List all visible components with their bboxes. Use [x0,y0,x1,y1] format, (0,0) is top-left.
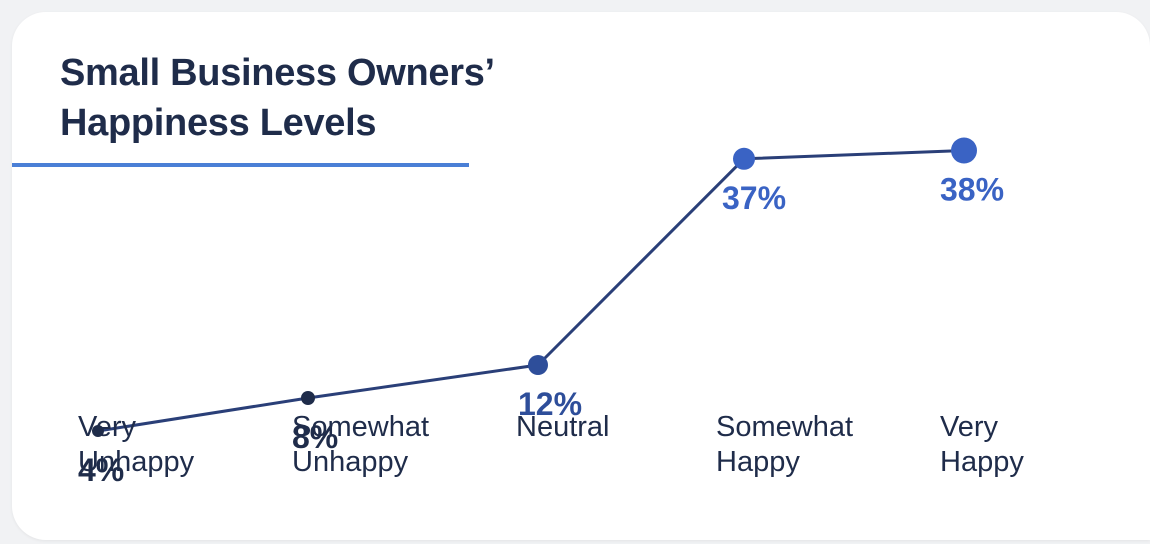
data-label: 37% [722,180,786,216]
chart-title-line-1: Small Business Owners’ [60,52,495,94]
category-label: Very Happy [940,411,1024,478]
title-underline [12,163,469,167]
data-point [528,355,548,375]
category-label: Somewhat Unhappy [292,411,429,478]
data-label: 4% [78,452,124,488]
data-label: 8% [292,419,338,455]
category-label: Very Unhappy [78,411,195,478]
category-label-line: Unhappy [78,446,195,478]
category-label-line: Neutral [516,411,610,443]
chart-card: Small Business Owners’ Happiness Levels … [12,12,1150,540]
data-label: 12% [518,386,582,422]
data-point [301,391,315,405]
data-label: 38% [940,172,1004,208]
category-label-line: Unhappy [292,446,409,478]
category-label-line: Somewhat [292,411,429,443]
data-point [92,425,104,437]
category-label-line: Somewhat [716,411,853,443]
chart-title: Small Business Owners’ Happiness Levels [60,48,495,148]
category-label-line: Happy [716,446,800,478]
category-label: Somewhat Happy [716,411,853,478]
chart-title-line-2: Happiness Levels [60,102,377,144]
category-label-line: Very [78,411,137,443]
category-label-line: Very [940,411,999,443]
data-point [733,147,755,170]
category-label-line: Happy [940,446,1024,478]
data-point [951,137,977,164]
category-label: Neutral [516,411,610,443]
